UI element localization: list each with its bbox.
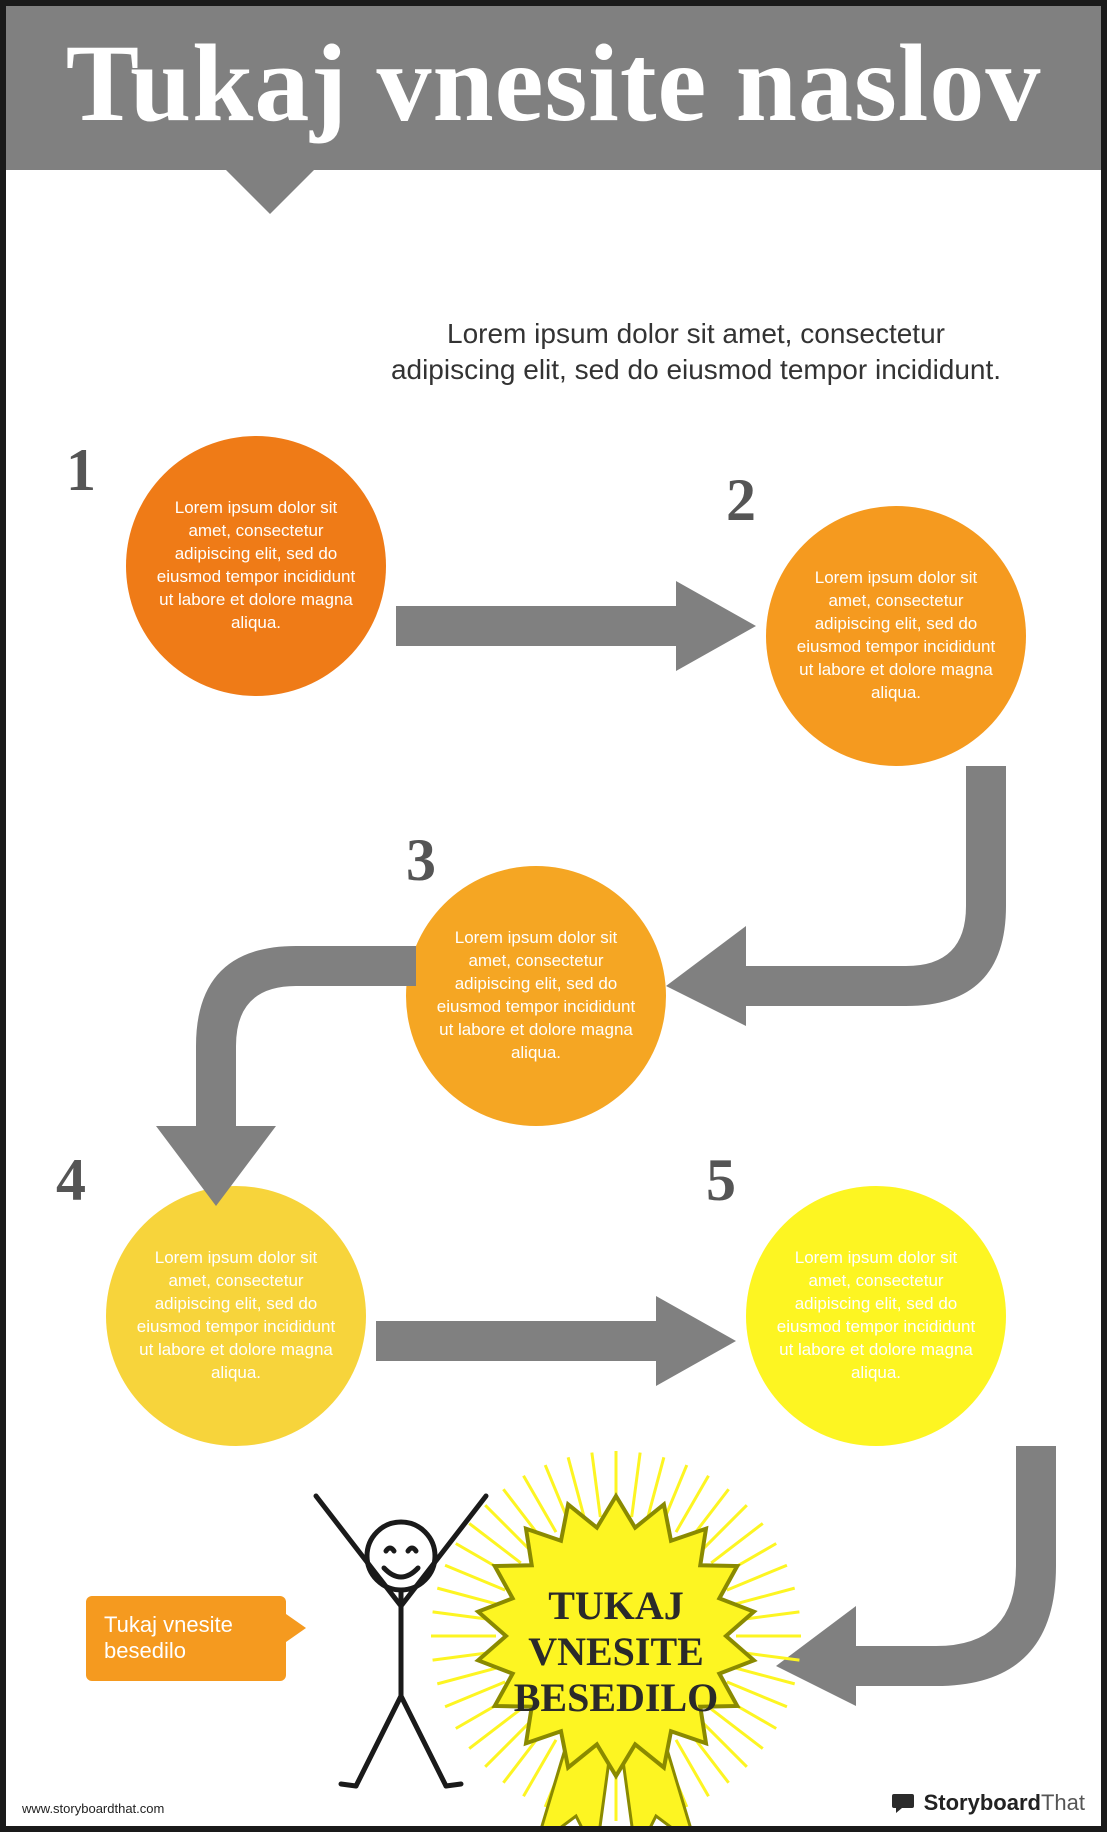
badge-text: TUKAJ VNESITE BESEDILO — [511, 1583, 721, 1721]
step-number-3: 3 — [406, 826, 436, 895]
step-circle-3: Lorem ipsum dolor sit amet, consectetur … — [406, 866, 666, 1126]
header-band: Tukaj vnesite naslov — [6, 6, 1101, 170]
step-circle-2: Lorem ipsum dolor sit amet, consectetur … — [766, 506, 1026, 766]
award-badge: TUKAJ VNESITE BESEDILO — [426, 1446, 806, 1832]
step-number-4: 4 — [56, 1146, 86, 1215]
footer-logo: StoryboardThat — [892, 1790, 1085, 1816]
arrow-4-to-5 — [376, 1296, 736, 1386]
footer-url: www.storyboardthat.com — [22, 1801, 164, 1816]
arrow-2-to-3 — [666, 766, 1006, 1026]
page-title: Tukaj vnesite naslov — [26, 26, 1081, 142]
logo-bold: Storyboard — [924, 1790, 1041, 1815]
infographic-canvas: Tukaj vnesite naslov Lorem ipsum dolor s… — [0, 0, 1107, 1832]
step-circle-5: Lorem ipsum dolor sit amet, consectetur … — [746, 1186, 1006, 1446]
arrow-5-to-badge — [776, 1446, 1056, 1706]
speech-text: Tukaj vnesite besedilo — [104, 1612, 233, 1663]
arrow-3-to-4 — [156, 946, 416, 1206]
step-circle-1: Lorem ipsum dolor sit amet, consectetur … — [126, 436, 386, 696]
intro-text: Lorem ipsum dolor sit amet, consectetur … — [386, 316, 1006, 389]
step-number-1: 1 — [66, 436, 96, 505]
logo-light: That — [1041, 1790, 1085, 1815]
step-circle-4: Lorem ipsum dolor sit amet, consectetur … — [106, 1186, 366, 1446]
step-number-2: 2 — [726, 466, 756, 535]
step-number-5: 5 — [706, 1146, 736, 1215]
speech-bubble: Tukaj vnesite besedilo — [86, 1596, 286, 1681]
header-pointer — [226, 170, 314, 214]
arrow-1-to-2 — [396, 581, 756, 671]
speech-icon — [892, 1792, 918, 1814]
